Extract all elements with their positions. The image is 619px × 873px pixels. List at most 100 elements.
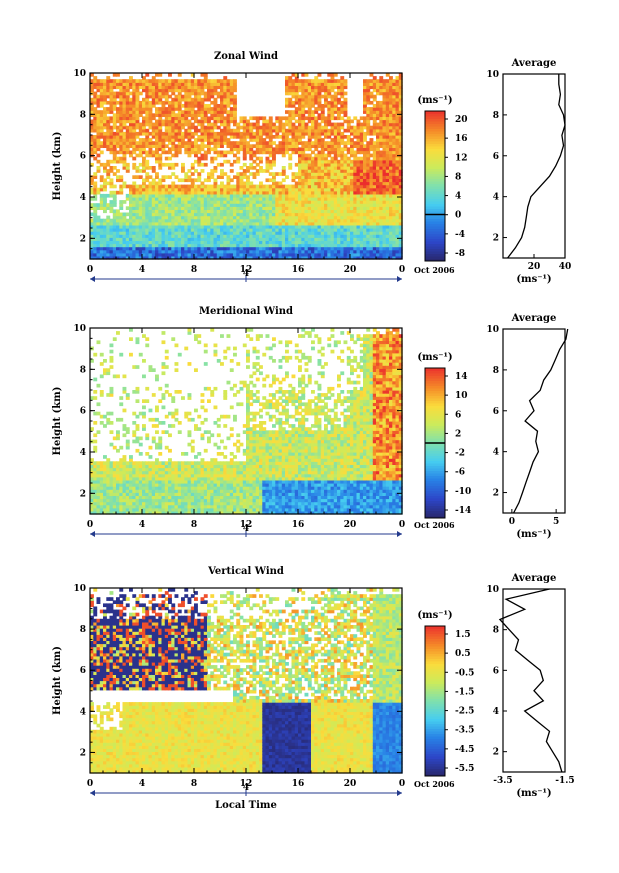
heatmap-cell [265,212,270,217]
heatmap-cell [174,147,179,152]
heatmap-cell [379,193,384,198]
heatmap-cell [148,206,153,210]
heatmap-cell [177,122,182,127]
heatmap-cell [181,125,185,130]
heatmap-cell [164,203,169,207]
heatmap-cell [294,218,299,223]
heatmap-cell [366,159,371,164]
heatmap-cell [356,181,361,186]
heatmap-cell [363,79,367,83]
heatmap-cell [356,240,361,245]
heatmap-cell [135,110,140,114]
heatmap-cell [125,246,130,251]
heatmap-cell [145,209,150,214]
heatmap-cell [90,150,94,155]
heatmap-cell [301,212,306,217]
heatmap-cell [177,197,182,201]
heatmap-cell [213,169,218,173]
heatmap-cell [285,243,289,248]
heatmap-cell [119,178,124,183]
heatmap-cell [379,246,384,251]
heatmap-cell [350,144,354,148]
heatmap-cell [158,184,163,189]
heatmap-cell [93,240,98,245]
heatmap-cell [106,169,111,173]
heatmap-cell [229,113,234,117]
heatmap-cell [285,100,289,105]
heatmap-cell [168,107,172,111]
heatmap-cell [288,128,293,133]
heatmap-cell [291,150,296,155]
heatmap-cell [168,88,172,93]
heatmap-cell [236,131,241,136]
heatmap-cell [210,116,215,121]
heatmap-cell [168,122,172,127]
heatmap-cell [255,122,260,127]
heatmap-cell [304,128,309,133]
heatmap-cell [268,172,273,176]
heatmap-cell [294,147,299,152]
heatmap-cell [259,150,263,155]
heatmap-cell [369,172,374,176]
heatmap-cell [200,218,205,223]
heatmap-cell [252,203,257,207]
heatmap-cell [119,156,124,161]
heatmap-cell [155,94,159,99]
heatmap-cell [103,255,107,260]
heatmap-cell [366,187,371,192]
heatmap-cell [161,144,166,148]
heatmap-cell [320,159,325,164]
heatmap-cell [142,166,146,170]
heatmap-cell [138,218,143,223]
heatmap-cell [122,110,127,114]
heatmap-cell [301,82,306,86]
heatmap-cell [164,135,169,139]
heatmap-cell [376,82,380,86]
heatmap-cell [181,79,185,83]
heatmap-cell [259,252,263,257]
heatmap-cell [330,231,335,235]
heatmap-cell [106,122,111,127]
heatmap-cell [200,131,205,136]
heatmap-cell [174,88,179,93]
heatmap-cell [200,119,205,124]
heatmap-cell [320,119,325,124]
heatmap-cell [356,150,361,155]
heatmap-cell [161,85,166,90]
heatmap-cell [122,255,127,260]
heatmap-cell [226,138,231,142]
heatmap-cell [158,91,163,96]
heatmap-cell [194,125,198,130]
heatmap-cell [161,184,166,189]
heatmap-cell [281,228,286,232]
heatmap-cell [350,147,354,152]
heatmap-cell [236,203,241,207]
heatmap-cell [158,153,163,158]
heatmap-cell [129,215,133,220]
heatmap-cell [343,178,348,183]
heatmap-cell [226,212,231,217]
heatmap-cell [372,88,377,93]
heatmap-cell [223,76,228,80]
heatmap-cell [122,221,127,226]
heatmap-cell [203,252,208,257]
heatmap-cell [252,125,257,130]
heatmap-cell [298,228,302,232]
heatmap-cell [112,172,117,176]
heatmap-cell [337,178,341,183]
heatmap-cell [112,212,117,217]
heatmap-cell [145,218,150,223]
heatmap-cell [372,224,377,229]
heatmap-cell [291,184,296,189]
heatmap-cell [301,113,306,117]
heatmap-cell [337,224,341,229]
heatmap-cell [246,249,250,254]
heatmap-cell [278,224,283,229]
heatmap-cell [106,144,111,148]
heatmap-cell [324,255,328,260]
heatmap-cell [262,200,267,204]
heatmap-cell [320,184,325,189]
heatmap-cell [106,240,111,245]
heatmap-cell [298,153,302,158]
heatmap-cell [275,206,280,210]
